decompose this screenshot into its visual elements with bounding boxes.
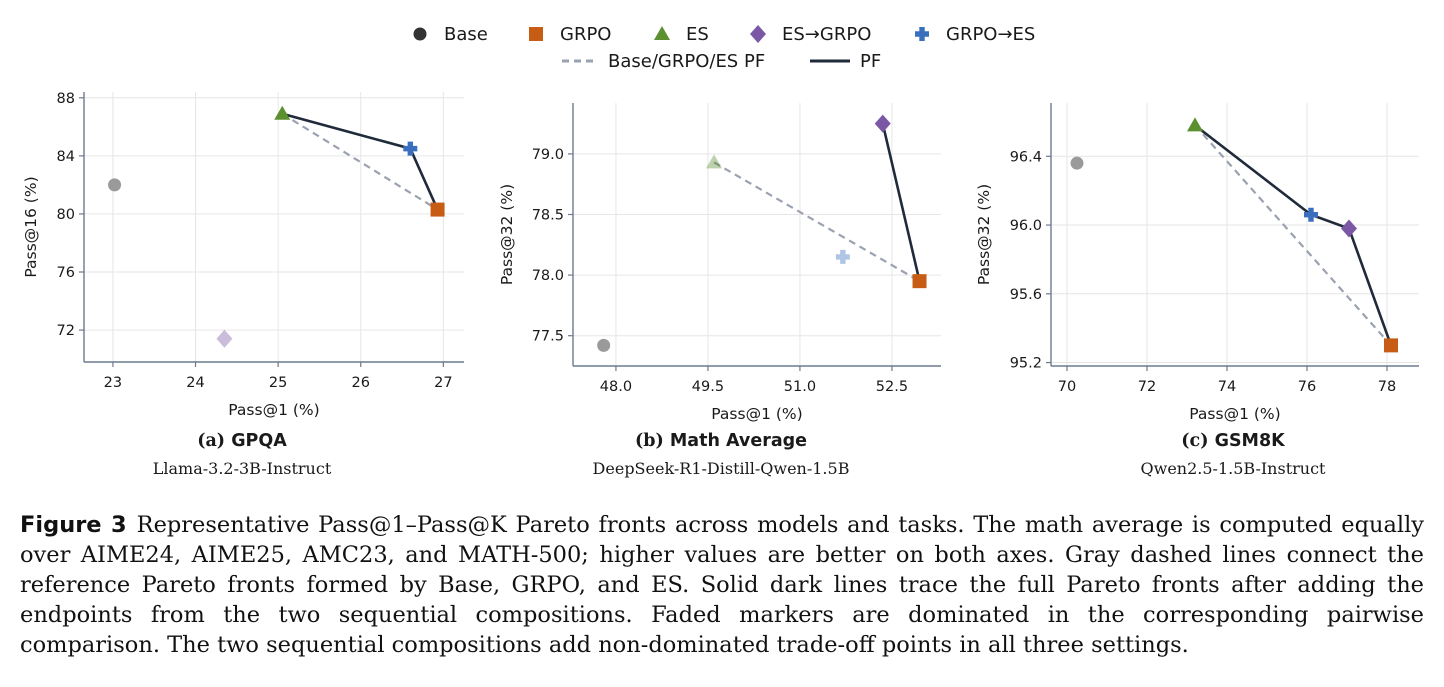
- x-tick-label: 48.0: [600, 379, 632, 395]
- data-point-es: [274, 105, 291, 120]
- chart-panel-math-average: 48.0 49.5 51.0 52.5 77.5 78.0 78.5 79.0 Pass@1 (…: [498, 103, 941, 478]
- legend-entry-grpo-to-es: GRPO→ES: [915, 24, 1035, 45]
- reference-pareto-front-line: [713, 161, 921, 283]
- legend-entry-es-to-grpo: ES→GRPO: [750, 24, 871, 45]
- legend-label: GRPO→ES: [946, 24, 1035, 45]
- x-tick-label: 25: [269, 375, 287, 391]
- y-tick-label: 95.2: [1010, 356, 1042, 372]
- legend-label: ES→GRPO: [782, 24, 871, 45]
- data-point-es-to-grpo: [1341, 219, 1357, 238]
- caption-label: Figure 3: [20, 512, 127, 538]
- legend-circle-icon: [413, 27, 427, 41]
- panel-model-name: Llama-3.2-3B-Instruct: [153, 459, 332, 478]
- x-axis-label: Pass@1 (%): [228, 401, 319, 419]
- caption-text: Representative Pass@1–Pass@K Pareto fron…: [20, 512, 1424, 658]
- data-point-base: [1070, 156, 1084, 170]
- data-point-grpo-to-es: [835, 249, 850, 264]
- x-tick-label: 23: [104, 375, 122, 391]
- data-point-grpo-to-es: [1304, 207, 1318, 222]
- panel-model-name: DeepSeek-R1-Distill-Qwen-1.5B: [593, 459, 850, 478]
- data-point-grpo: [912, 274, 927, 289]
- data-point-grpo-to-es: [403, 141, 418, 156]
- x-tick-label: 51.0: [784, 379, 816, 395]
- figure-panels: Base GRPO ES ES→GRPO GRPO→ES Base/GRPO/ES PF P…: [22, 24, 1419, 478]
- data-point-base: [597, 338, 611, 352]
- x-axis-label: Pass@1 (%): [1189, 405, 1280, 423]
- legend: Base GRPO ES ES→GRPO GRPO→ES Base/GRPO/ES PF P…: [413, 24, 1035, 72]
- panel-title: (c) GSM8K: [1181, 431, 1286, 451]
- panel-letter: (c): [1181, 431, 1214, 451]
- x-tick-label: 74: [1218, 379, 1236, 395]
- legend-label: ES: [686, 24, 709, 45]
- data-point-base: [108, 178, 122, 192]
- chart-panel-gpqa: 23 24 25 26 27 72 76 80 84 88 Pass@1 (%) Pass@16 (%…: [22, 91, 464, 478]
- data-point-grpo: [1384, 338, 1398, 353]
- x-axis-label: Pass@1 (%): [711, 405, 802, 423]
- y-tick-label: 95.6: [1010, 287, 1042, 303]
- full-pareto-front-line: [881, 123, 921, 282]
- y-tick-label: 76: [57, 265, 75, 281]
- legend-entry-base: Base: [413, 24, 488, 45]
- x-tick-label: 27: [434, 375, 452, 391]
- full-pareto-front-line: [1194, 124, 1393, 346]
- y-tick-label: 78.5: [532, 208, 564, 224]
- legend-entry-pf: PF: [810, 51, 881, 72]
- reference-pareto-front-line: [281, 112, 439, 211]
- legend-square-icon: [529, 27, 543, 41]
- data-point-es-to-grpo: [216, 329, 233, 348]
- panel-letter: (b): [635, 431, 670, 451]
- y-axis-label: Pass@32 (%): [975, 184, 993, 285]
- y-axis-label: Pass@16 (%): [22, 176, 40, 277]
- y-tick-label: 88: [57, 91, 75, 107]
- y-tick-label: 96.4: [1010, 149, 1042, 165]
- legend-entry-es: ES: [654, 24, 709, 45]
- x-tick-label: 52.5: [876, 379, 908, 395]
- y-tick-label: 84: [57, 149, 75, 165]
- reference-pareto-front-line: [1194, 124, 1392, 347]
- legend-label: GRPO: [560, 24, 611, 45]
- y-tick-label: 79.0: [532, 147, 564, 163]
- legend-diamond-icon: [750, 25, 766, 43]
- panel-letter: (a): [197, 431, 231, 451]
- figure-caption: Figure 3 Representative Pass@1–Pass@K Par…: [20, 510, 1424, 660]
- data-point-es: [706, 154, 723, 169]
- x-tick-label: 78: [1378, 379, 1396, 395]
- legend-label: Base: [444, 24, 488, 45]
- data-point-grpo: [430, 202, 445, 217]
- legend-label: Base/GRPO/ES PF: [608, 51, 765, 72]
- y-tick-label: 80: [57, 207, 75, 223]
- x-tick-label: 24: [186, 375, 204, 391]
- y-tick-label: 77.5: [532, 329, 564, 345]
- y-axis-label: Pass@32 (%): [498, 184, 516, 285]
- x-tick-label: 76: [1298, 379, 1316, 395]
- panel-title: (b) Math Average: [635, 431, 807, 451]
- panel-name: Math Average: [670, 431, 807, 451]
- y-tick-label: 78.0: [532, 268, 564, 284]
- y-tick-label: 72: [57, 323, 75, 339]
- x-tick-label: 70: [1058, 379, 1076, 395]
- data-point-es-to-grpo: [874, 114, 891, 133]
- legend-triangle-icon: [654, 26, 670, 40]
- panel-name: GSM8K: [1215, 431, 1287, 451]
- panel-model-name: Qwen2.5-1.5B-Instruct: [1141, 459, 1327, 478]
- x-tick-label: 49.5: [692, 379, 724, 395]
- chart-panel-gsm8k: 70 72 74 76 78 95.2 95.6 96.0 96.4 Pass@1 (%) Pass…: [975, 103, 1419, 478]
- legend-plus-icon: [915, 27, 929, 41]
- legend-entry-grpo: GRPO: [529, 24, 611, 45]
- panel-name: GPQA: [231, 431, 287, 451]
- legend-entry-base-grpo-es-pf: Base/GRPO/ES PF: [562, 51, 765, 72]
- x-tick-label: 26: [352, 375, 370, 391]
- chart-panels: 23 24 25 26 27 72 76 80 84 88 Pass@1 (%) Pass@16 (%…: [22, 91, 1419, 478]
- x-tick-label: 72: [1138, 379, 1156, 395]
- data-point-es: [1187, 117, 1203, 132]
- y-tick-label: 96.0: [1010, 218, 1042, 234]
- panel-title: (a) GPQA: [197, 431, 287, 451]
- legend-label: PF: [860, 51, 881, 72]
